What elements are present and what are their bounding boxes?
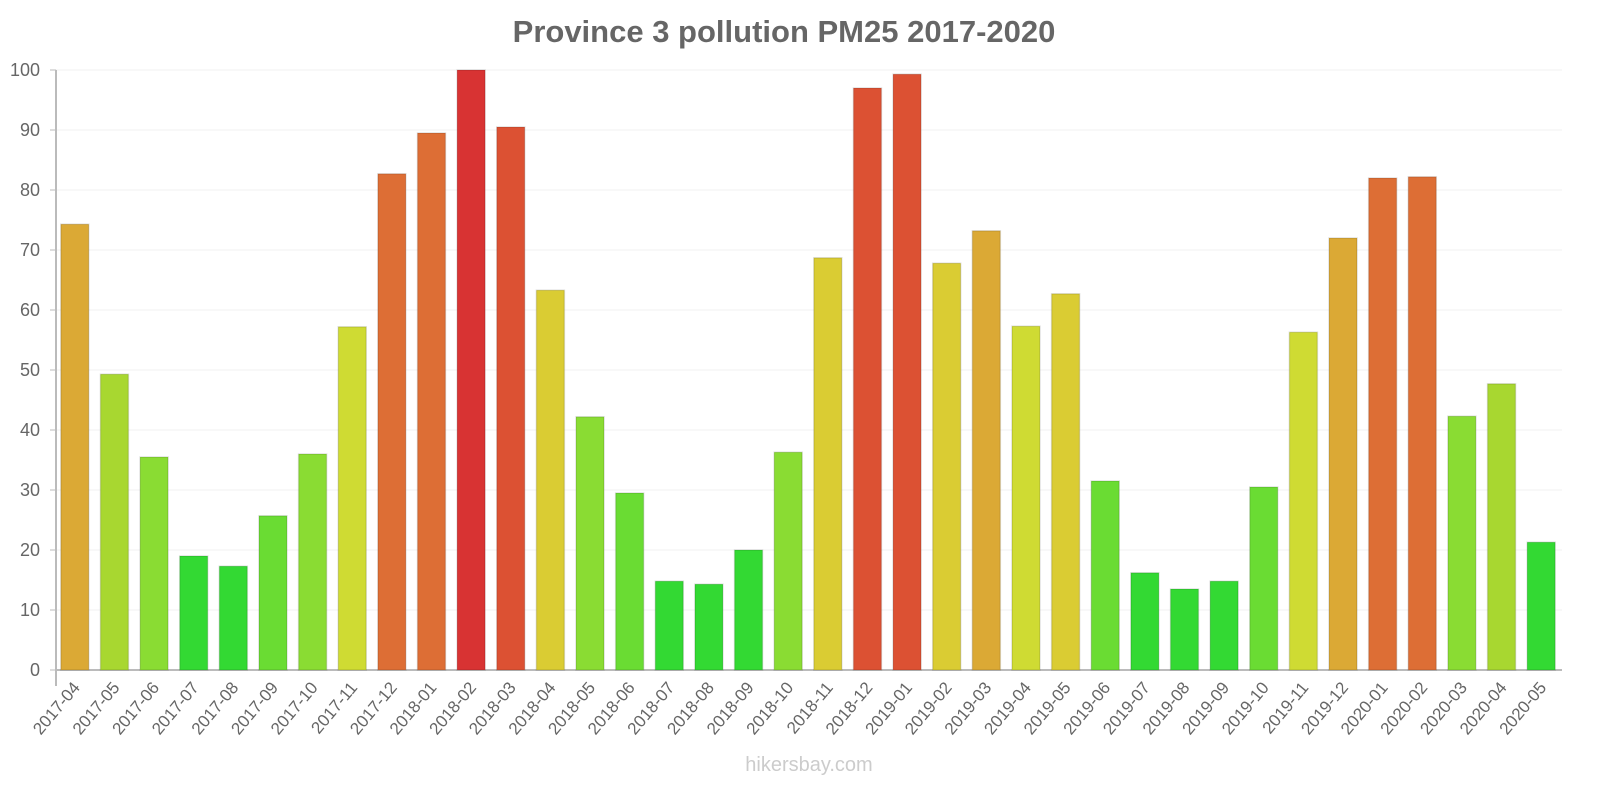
bar [971, 230, 1002, 671]
bar [694, 583, 724, 671]
bar [456, 69, 486, 671]
bar [178, 555, 209, 671]
bar [1209, 580, 1239, 671]
x-axis: 2017-042017-052017-062017-072017-082017-… [29, 678, 1550, 738]
bar [496, 126, 526, 671]
bar [1050, 293, 1081, 671]
chart-title: Province 3 pollution PM25 2017-2020 [512, 14, 1056, 49]
bar [99, 373, 130, 671]
y-tick-label: 50 [20, 360, 40, 380]
y-tick-label: 20 [20, 540, 40, 560]
watermark: hikersbay.com [745, 754, 873, 776]
bar [535, 289, 566, 671]
y-tick-label: 40 [20, 420, 40, 440]
bar [337, 326, 367, 671]
bar [1169, 588, 1200, 671]
y-tick-label: 100 [10, 60, 40, 80]
bar [892, 73, 922, 671]
bars [60, 69, 1556, 671]
bar [258, 515, 288, 671]
bar [1407, 176, 1438, 671]
y-tick-label: 30 [20, 480, 40, 500]
bar [1249, 486, 1279, 671]
bar [773, 451, 803, 671]
bar [1011, 325, 1041, 671]
y-tick-label: 90 [20, 120, 40, 140]
y-tick-label: 0 [30, 660, 40, 680]
bar [297, 453, 328, 671]
bar [733, 549, 764, 671]
bar [1130, 572, 1160, 671]
bar [852, 87, 883, 671]
bar [1447, 415, 1477, 671]
y-tick-label: 80 [20, 180, 40, 200]
bar [1486, 383, 1517, 671]
bar [1090, 480, 1120, 671]
bar [218, 565, 249, 671]
bar [60, 223, 90, 671]
bar [139, 456, 169, 671]
y-tick-label: 70 [20, 240, 40, 260]
bar [931, 262, 962, 671]
y-tick-label: 60 [20, 300, 40, 320]
bar [654, 580, 685, 671]
bar [1328, 237, 1358, 671]
bar [1288, 331, 1319, 671]
bar [813, 257, 843, 671]
bar [1526, 541, 1556, 671]
bar [614, 492, 645, 671]
bar [1367, 177, 1398, 671]
bar [377, 173, 407, 671]
y-tick-label: 10 [20, 600, 40, 620]
bar [416, 132, 447, 671]
bar [575, 416, 605, 671]
